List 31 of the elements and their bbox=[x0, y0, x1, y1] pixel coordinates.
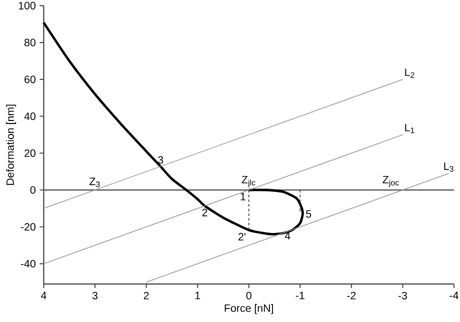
annotation: 1 bbox=[240, 192, 246, 200]
y-tick-label: -40 bbox=[20, 260, 36, 268]
x-tick-label: -3 bbox=[398, 292, 407, 300]
annotation: Z$_{3}$ bbox=[90, 178, 100, 188]
x-axis-title: Force [nN] bbox=[224, 304, 273, 314]
y-axis-title: Deformation [nm] bbox=[6, 104, 16, 185]
annotation: Z$_{jlc}$ bbox=[242, 176, 256, 188]
x-tick-label: 0 bbox=[246, 292, 252, 300]
annotation: 3 bbox=[158, 156, 164, 164]
y-tick-label: 100 bbox=[18, 2, 36, 10]
x-tick-label: 3 bbox=[92, 292, 98, 300]
annotation: 5 bbox=[306, 210, 312, 218]
y-tick-label: 60 bbox=[24, 76, 36, 84]
y-tick-label: 80 bbox=[24, 38, 36, 46]
x-tick-label: 2 bbox=[144, 292, 149, 300]
x-tick-label: -1 bbox=[296, 292, 304, 300]
x-tick-label: -4 bbox=[450, 292, 458, 300]
x-tick-label: -2 bbox=[347, 292, 356, 300]
annotation: 2 bbox=[202, 208, 208, 216]
annotation: 2' bbox=[238, 232, 246, 240]
x-tick-label: 4 bbox=[40, 292, 46, 300]
y-tick-label: 40 bbox=[24, 112, 36, 120]
y-tick-label: -20 bbox=[20, 223, 36, 231]
y-tick-label: 20 bbox=[24, 149, 36, 157]
series-label: L$_{3}$ bbox=[444, 162, 454, 172]
series-label: L$_{1}$ bbox=[405, 124, 414, 134]
series-label: L$_{2}$ bbox=[405, 68, 414, 78]
y-tick-label: 0 bbox=[30, 186, 36, 194]
annotation: 4 bbox=[284, 232, 290, 240]
x-tick-label: 1 bbox=[195, 292, 200, 300]
annotation: Z$_{joc}$ bbox=[382, 176, 399, 188]
